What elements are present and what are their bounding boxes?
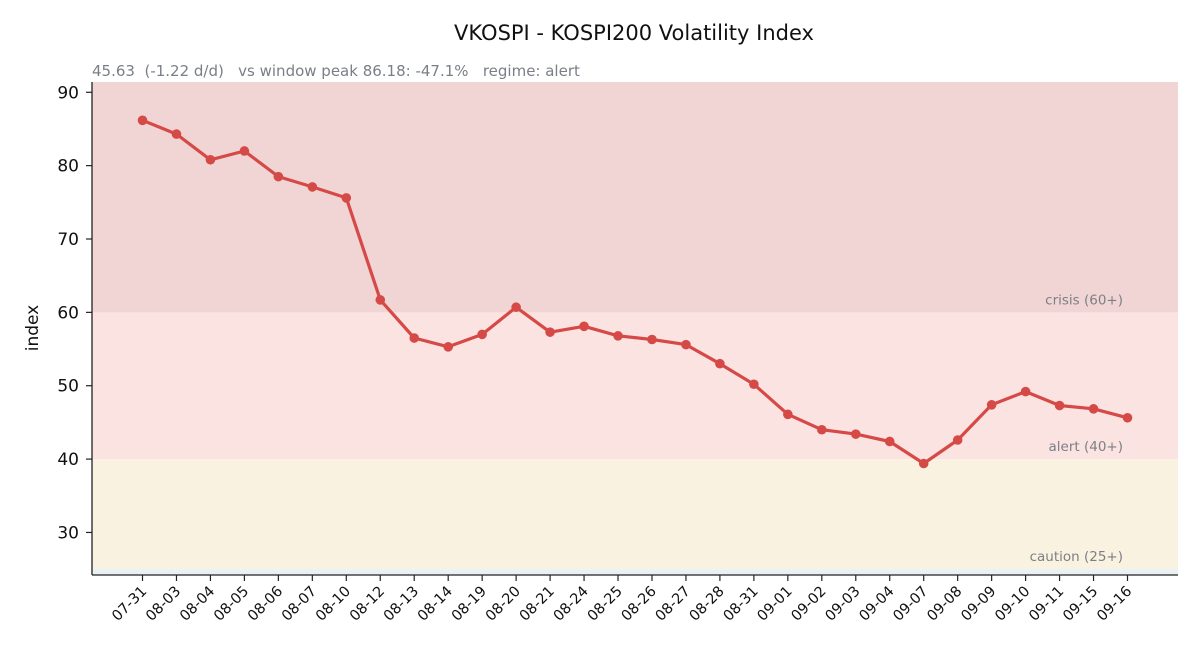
data-point: [1020, 386, 1031, 397]
x-tick-label: 08-06: [245, 584, 286, 625]
x-tick-label: 08-19: [449, 584, 490, 625]
data-point: [1088, 404, 1099, 414]
data-point: [613, 331, 623, 341]
x-tick-label: 08-28: [687, 584, 728, 625]
band-label-crisis: crisis (60+): [1045, 292, 1123, 308]
data-point: [850, 429, 861, 439]
band-label-alert: alert (40+): [1049, 439, 1124, 455]
data-point: [477, 329, 487, 340]
band-caution: [92, 459, 1178, 570]
data-point: [749, 379, 759, 390]
x-tick-label: 08-10: [313, 584, 354, 625]
y-tick-label: 40: [57, 450, 79, 470]
data-point: [817, 424, 827, 435]
x-tick-label: 08-31: [721, 584, 762, 625]
x-tick-label: 09-01: [755, 584, 796, 625]
x-tick-label: 08-27: [653, 584, 694, 625]
y-axis-ticks: 30 40 50 60 70 80 90: [57, 83, 92, 543]
data-point: [137, 115, 148, 126]
y-tick-label: 60: [57, 303, 79, 323]
y-tick-label: 50: [57, 377, 79, 397]
data-point: [409, 333, 420, 343]
data-point: [545, 327, 555, 337]
x-tick-label: 08-13: [381, 584, 422, 625]
x-tick-label: 09-04: [856, 584, 897, 625]
x-tick-label: 09-02: [789, 584, 830, 625]
data-point: [918, 458, 929, 469]
data-point: [443, 342, 453, 352]
regime-band-labels: caution (25+) alert (40+) crisis (60+): [1030, 292, 1123, 565]
data-point: [341, 193, 352, 203]
band-base: [92, 569, 1178, 575]
x-tick-label: 08-26: [619, 584, 660, 625]
x-tick-label: 08-07: [279, 584, 320, 625]
y-tick-label: 90: [57, 83, 79, 103]
data-point: [1054, 400, 1065, 411]
x-tick-label: 09-16: [1094, 584, 1135, 625]
y-axis-label: index: [23, 305, 43, 352]
x-tick-label: 08-04: [177, 584, 218, 625]
data-point: [205, 154, 216, 165]
data-point: [986, 399, 997, 410]
data-point: [307, 182, 318, 192]
data-point: [783, 409, 793, 420]
series-line: [140, 118, 1130, 466]
x-tick-label: 09-11: [1026, 584, 1067, 625]
chart-subtitle: 45.63 (-1.22 d/d) vs window peak 86.18: …: [92, 62, 580, 80]
band-label-caution: caution (25+): [1030, 549, 1123, 565]
data-point: [171, 129, 182, 139]
data-point: [511, 302, 521, 313]
x-tick-label: 08-21: [517, 584, 558, 625]
series-layer: [137, 115, 1133, 469]
x-tick-label: 08-20: [483, 584, 524, 625]
x-tick-label: 09-07: [890, 584, 931, 625]
chart-title: VKOSPI - KOSPI200 Volatility Index: [454, 21, 814, 45]
data-point: [579, 321, 589, 332]
data-point: [884, 436, 895, 447]
data-point: [239, 146, 250, 156]
x-tick-label: 07-31: [109, 584, 150, 625]
x-tick-label: 08-03: [143, 584, 184, 625]
data-point: [715, 358, 725, 369]
x-tick-label: 08-24: [551, 584, 592, 625]
data-point: [273, 171, 284, 182]
x-tick-label: 08-25: [585, 584, 626, 625]
y-tick-label: 80: [57, 157, 79, 177]
x-tick-label: 08-12: [347, 584, 388, 625]
x-axis-ticks: 07-3108-0308-0408-0508-0608-0708-1008-12…: [109, 575, 1135, 625]
band-crisis: [92, 82, 1178, 313]
y-tick-label: 30: [57, 523, 79, 543]
band-alert: [92, 312, 1178, 460]
x-tick-label: 08-14: [415, 584, 456, 625]
data-point: [1122, 412, 1133, 423]
x-tick-label: 08-05: [211, 584, 252, 625]
y-tick-label: 70: [57, 230, 79, 250]
data-point: [681, 339, 691, 350]
data-point: [952, 435, 963, 445]
data-point: [375, 295, 386, 305]
x-tick-label: 09-03: [822, 584, 863, 625]
x-tick-label: 09-08: [924, 584, 965, 625]
regime-bands: [92, 82, 1178, 575]
x-tick-label: 09-15: [1060, 584, 1101, 625]
x-tick-label: 09-09: [958, 584, 999, 625]
x-tick-label: 09-10: [992, 584, 1033, 625]
axes: [91, 82, 1178, 576]
data-point: [647, 334, 657, 345]
